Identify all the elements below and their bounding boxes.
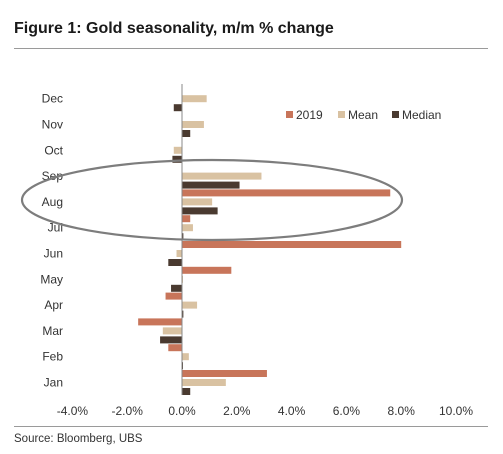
bar-mean-dec — [182, 95, 207, 103]
category-label-may: May — [40, 272, 63, 286]
bar-mean-aug — [182, 198, 213, 206]
bar-median-may — [171, 284, 182, 292]
highlight-ellipse — [20, 158, 404, 242]
bar-mean-oct — [173, 146, 182, 154]
category-label-apr: Apr — [44, 298, 63, 312]
bar-2019-jun — [182, 241, 402, 248]
x-tick-label: -2.0% — [112, 404, 144, 418]
bar-median-aug — [182, 207, 218, 215]
bar-2019-jul — [182, 215, 191, 223]
bar-mean-feb — [182, 353, 189, 361]
legend-label-median: Median — [402, 108, 441, 122]
x-tick-label: 2.0% — [223, 404, 251, 418]
source-note: Source: Bloomberg, UBS — [14, 433, 143, 445]
bar-median-nov — [182, 130, 191, 137]
bar-mean-nov — [182, 121, 204, 128]
bar-2019-jan — [182, 370, 267, 377]
x-tick-label: 10.0% — [439, 404, 473, 418]
bar-2019-aug — [182, 189, 391, 197]
bar-median-apr — [182, 310, 184, 318]
x-tick-label: 0.0% — [168, 404, 196, 418]
bar-2019-may — [182, 266, 232, 274]
bar-mean-sep — [182, 172, 262, 180]
bar-median-sep — [182, 181, 240, 189]
category-label-aug: Aug — [42, 195, 63, 209]
category-label-dec: Dec — [42, 92, 63, 106]
x-tick-label: 4.0% — [278, 404, 306, 418]
bar-median-oct — [172, 155, 182, 163]
bar-mean-mar — [162, 327, 182, 335]
figure-title: Figure 1: Gold seasonality, m/m % change — [14, 20, 334, 37]
x-tick-label: 6.0% — [333, 404, 361, 418]
category-label-nov: Nov — [42, 118, 63, 132]
category-label-mar: Mar — [42, 324, 63, 338]
category-label-feb: Feb — [42, 350, 63, 364]
bar-median-jul — [182, 233, 184, 241]
bar-mean-jul — [182, 224, 193, 232]
title-divider — [14, 48, 488, 49]
category-label-jun: Jun — [44, 247, 63, 261]
legend-swatch-median — [392, 111, 399, 118]
bar-median-jan — [182, 388, 191, 395]
source-divider — [14, 426, 488, 427]
legend-swatch-mean — [338, 111, 345, 118]
bar-median-mar — [160, 336, 182, 344]
bar-median-dec — [173, 104, 182, 112]
category-label-oct: Oct — [44, 143, 63, 157]
legend-label-2019: 2019 — [296, 108, 323, 122]
bar-2019-feb — [168, 344, 182, 352]
bar-mean-jan — [182, 379, 226, 386]
bar-median-jun — [168, 259, 182, 266]
x-tick-label: -4.0% — [57, 404, 89, 418]
legend-swatch-2019 — [286, 111, 293, 118]
category-label-jan: Jan — [44, 376, 63, 390]
bar-2019-mar — [138, 318, 182, 326]
x-tick-label: 8.0% — [388, 404, 416, 418]
legend-label-mean: Mean — [348, 108, 378, 122]
bar-2019-apr — [165, 292, 182, 300]
bar-mean-apr — [182, 301, 198, 309]
bar-mean-jun — [176, 250, 182, 257]
